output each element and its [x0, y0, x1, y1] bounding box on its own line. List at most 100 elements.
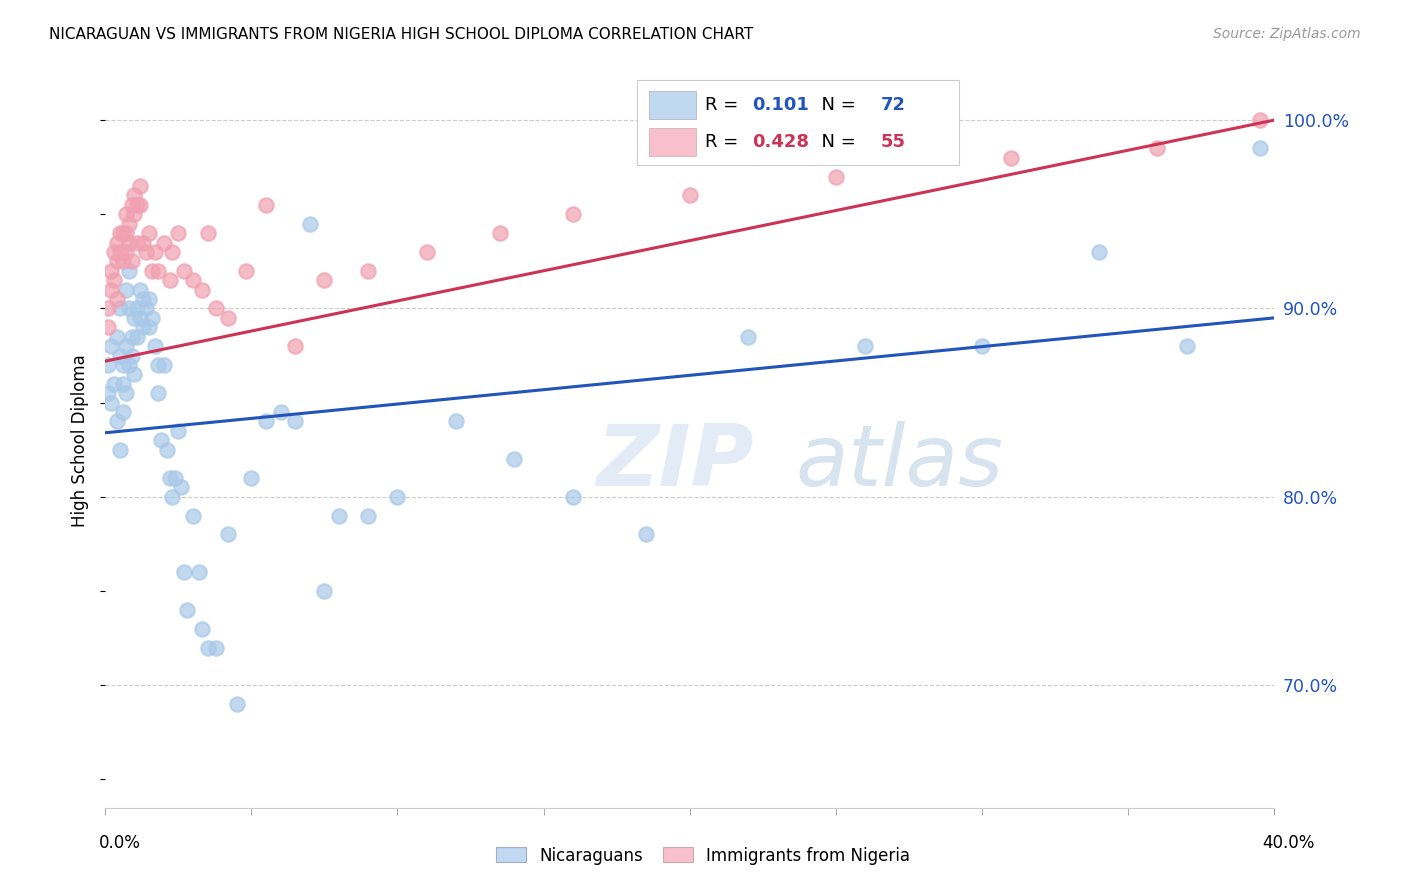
Point	[117, 301, 139, 316]
Text: NICARAGUAN VS IMMIGRANTS FROM NIGERIA HIGH SCHOOL DIPLOMA CORRELATION CHART: NICARAGUAN VS IMMIGRANTS FROM NIGERIA HI…	[49, 27, 754, 42]
Point	[97, 386, 120, 401]
Point	[100, 264, 122, 278]
Point	[155, 442, 177, 457]
Point	[111, 405, 134, 419]
Point	[205, 301, 228, 316]
Point	[117, 264, 139, 278]
FancyBboxPatch shape	[648, 91, 696, 119]
Text: R =: R =	[704, 95, 744, 113]
Point	[97, 320, 120, 334]
Point	[205, 640, 228, 655]
Point	[314, 584, 336, 599]
Point	[1088, 244, 1111, 259]
Point	[488, 226, 510, 240]
Point	[138, 292, 160, 306]
Point	[561, 490, 583, 504]
Point	[254, 414, 277, 428]
Point	[190, 622, 212, 636]
Y-axis label: High School Diploma: High School Diploma	[72, 354, 89, 526]
Point	[114, 339, 136, 353]
Point	[111, 358, 134, 372]
Point	[190, 283, 212, 297]
Point	[1000, 151, 1022, 165]
Point	[357, 264, 380, 278]
Point	[108, 226, 131, 240]
Point	[103, 273, 125, 287]
Point	[240, 471, 263, 485]
Point	[146, 358, 169, 372]
Point	[143, 339, 166, 353]
Point	[235, 264, 257, 278]
Point	[105, 254, 128, 268]
Point	[181, 508, 204, 523]
Point	[129, 179, 152, 194]
Point	[152, 235, 174, 250]
Point	[132, 235, 155, 250]
Point	[170, 480, 193, 494]
Point	[853, 339, 876, 353]
Point	[328, 508, 350, 523]
Point	[561, 207, 583, 221]
Point	[387, 490, 409, 504]
Point	[225, 697, 247, 711]
Point	[146, 264, 169, 278]
Point	[141, 264, 163, 278]
Point	[124, 207, 146, 221]
Point	[187, 565, 209, 579]
Point	[143, 244, 166, 259]
Text: 72: 72	[880, 95, 905, 113]
Point	[138, 320, 160, 334]
Point	[254, 198, 277, 212]
Point	[105, 235, 128, 250]
Point	[1249, 141, 1271, 155]
Point	[129, 198, 152, 212]
Point	[1249, 113, 1271, 128]
Point	[117, 358, 139, 372]
Point	[737, 329, 759, 343]
Point	[100, 339, 122, 353]
Point	[132, 320, 155, 334]
Text: N =: N =	[810, 133, 862, 151]
Point	[159, 273, 181, 287]
Point	[111, 376, 134, 391]
Point	[284, 414, 307, 428]
Point	[97, 358, 120, 372]
Point	[173, 565, 195, 579]
Point	[105, 414, 128, 428]
Point	[100, 395, 122, 409]
Point	[634, 527, 657, 541]
Text: N =: N =	[810, 95, 862, 113]
Text: ZIP: ZIP	[596, 421, 754, 504]
Point	[146, 386, 169, 401]
Point	[108, 349, 131, 363]
Point	[111, 254, 134, 268]
Point	[105, 292, 128, 306]
Point	[100, 283, 122, 297]
Point	[825, 169, 848, 184]
Point	[114, 244, 136, 259]
Point	[444, 414, 467, 428]
Point	[149, 434, 172, 448]
Point	[117, 217, 139, 231]
Point	[121, 329, 143, 343]
Text: 0.428: 0.428	[752, 133, 808, 151]
Point	[162, 244, 184, 259]
Point	[970, 339, 993, 353]
Point	[357, 508, 380, 523]
Point	[121, 254, 143, 268]
Point	[159, 471, 181, 485]
Text: 0.101: 0.101	[752, 95, 808, 113]
Point	[152, 358, 174, 372]
Text: 0.0%: 0.0%	[98, 834, 141, 852]
Point	[173, 264, 195, 278]
FancyBboxPatch shape	[637, 80, 959, 165]
Point	[503, 452, 526, 467]
Point	[114, 283, 136, 297]
Text: 55: 55	[880, 133, 905, 151]
Point	[135, 244, 157, 259]
Point	[124, 368, 146, 382]
Point	[217, 527, 239, 541]
Point	[103, 376, 125, 391]
Text: Source: ZipAtlas.com: Source: ZipAtlas.com	[1213, 27, 1361, 41]
Point	[127, 329, 149, 343]
